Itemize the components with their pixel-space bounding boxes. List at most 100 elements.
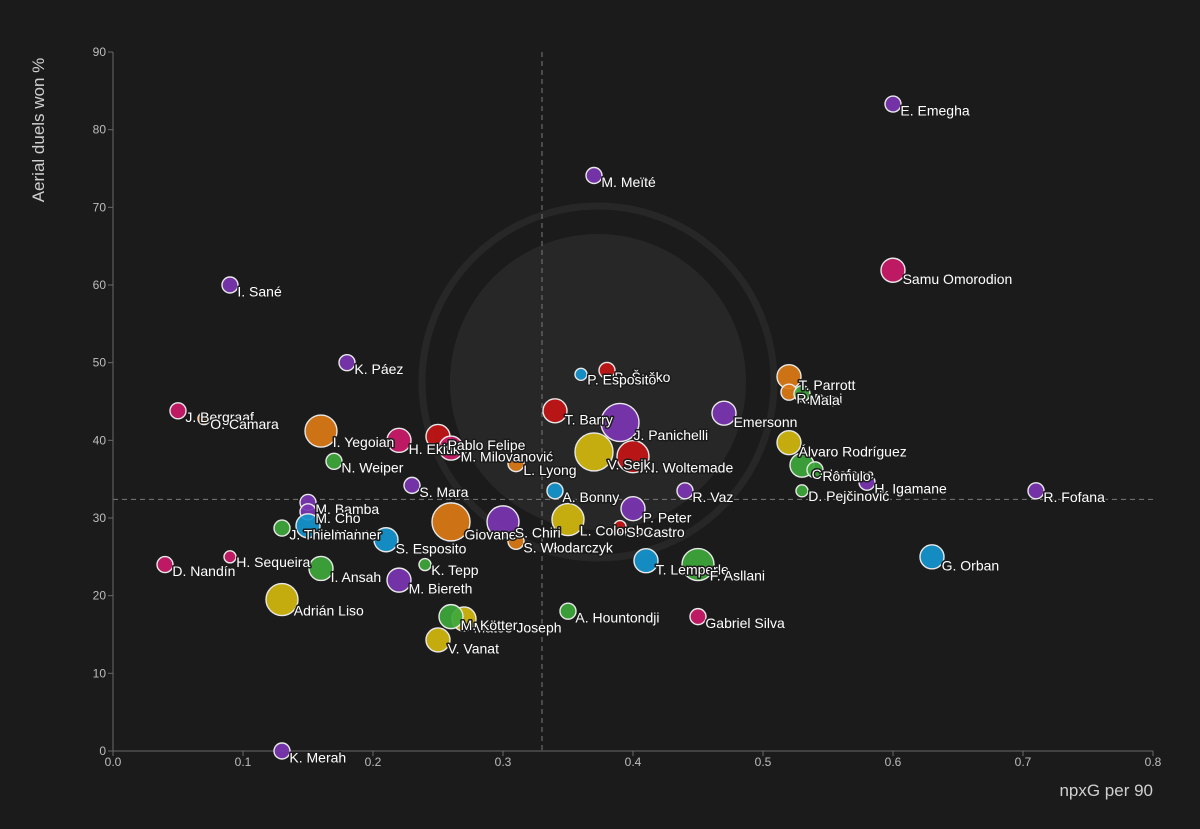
data-point[interactable] [273,519,291,537]
data-point[interactable] [197,411,211,426]
data-point-label: J. Panichelli [633,427,708,443]
y-tick-label: 50 [93,356,107,370]
data-point[interactable] [507,532,525,550]
data-point-label: M. Biereth [409,581,473,597]
x-axis-title: npxG per 90 [1059,781,1153,800]
data-point-label: M. Meïté [601,174,656,190]
data-point[interactable] [793,385,811,403]
data-point-label: V. Vanat [448,641,499,657]
data-point-label: K. Páez [354,361,403,377]
data-point-label: Emersonn [734,414,798,430]
data-point-label: H. Ekitiké [409,441,468,457]
data-point[interactable] [265,582,299,617]
data-point-label: T. Barry [565,411,613,427]
data-point[interactable] [880,257,906,283]
data-point-label: F. Asllani [710,567,765,583]
data-point[interactable] [169,402,187,420]
data-point[interactable] [574,432,614,472]
y-tick-label: 90 [93,45,107,59]
y-axis-title: Aerial duels won % [29,58,48,203]
data-point[interactable] [858,473,876,491]
data-point-label: S. Chiri [515,525,561,541]
data-point[interactable] [304,414,338,448]
data-point-label: B. Šeško [614,369,670,385]
data-point[interactable] [806,461,824,479]
data-point[interactable] [221,276,239,294]
data-point[interactable] [386,567,412,593]
data-point[interactable] [507,454,525,473]
data-point[interactable] [308,555,334,582]
data-point[interactable] [325,452,343,471]
data-point-label: S. Esposito [396,540,467,556]
data-point[interactable] [546,482,564,500]
data-point[interactable] [418,557,432,572]
x-tick-label: 0.1 [235,755,252,769]
data-point[interactable] [574,367,588,382]
data-point-label: D. Nandín [172,563,235,579]
data-point[interactable] [403,476,421,495]
data-point[interactable] [486,505,520,539]
data-point[interactable] [1027,482,1045,500]
data-point[interactable] [438,435,464,461]
data-point[interactable] [681,547,715,582]
data-point[interactable] [676,482,694,500]
data-point-label: Rômulo [822,468,870,484]
data-point[interactable] [373,527,399,553]
data-point[interactable] [223,550,237,564]
data-point-label: C. Kofane [812,466,874,482]
data-point[interactable] [689,607,707,626]
data-point[interactable] [542,398,568,424]
data-point[interactable] [776,429,802,456]
data-point-label: T. Parrott [799,377,856,393]
data-point-label: R. Vaz [692,489,733,505]
data-point[interactable] [616,439,650,474]
data-point[interactable] [156,555,174,574]
data-point[interactable] [551,502,585,537]
y-tick-label: 80 [93,123,107,137]
data-point-label: S. Włodarczyk [523,540,613,556]
data-point[interactable] [585,166,603,185]
data-point[interactable] [633,548,659,574]
data-point[interactable] [711,400,737,426]
data-point[interactable] [425,627,451,653]
data-point[interactable] [431,502,471,542]
x-tick-label: 0.7 [1015,755,1032,769]
data-point[interactable] [559,602,577,620]
data-point-label: S. Mara [419,484,468,500]
data-point[interactable] [386,427,412,454]
x-tick-label: 0.6 [885,755,902,769]
data-point[interactable] [884,95,902,113]
data-point[interactable] [338,353,356,372]
data-point-label: Mala [809,392,840,408]
data-point-label: I. Ansah [331,569,382,585]
data-point-label: A. Bonny [562,489,619,505]
y-tick-label: 30 [93,511,107,525]
data-point-label: S. Castro [626,524,685,540]
data-point[interactable] [613,519,627,534]
data-point-label: J. Bergraaf [185,409,254,425]
data-point-label: N. Woltemade [645,459,734,475]
data-point-label: Pablo Felipe [448,437,526,453]
data-point[interactable] [600,402,640,443]
data-point-label: R. Fofana [1043,489,1105,505]
x-tick-label: 0.2 [365,755,382,769]
data-point-label: M. Kötter [461,617,518,633]
data-point[interactable] [438,603,464,630]
data-point[interactable] [598,361,616,380]
data-point-label: P. Esposito [587,372,656,388]
data-point-label: E. Emegha [900,102,969,118]
data-point-label: H. Meister [318,526,382,542]
data-point-label: L. Colombo [580,522,652,538]
y-tick-label: 60 [93,278,107,292]
data-point[interactable] [295,513,321,539]
x-tick-label: 0.0 [105,755,122,769]
data-point-label: M. Cho [315,510,360,526]
x-tick-label: 0.3 [495,755,512,769]
data-point[interactable] [273,742,291,760]
data-point[interactable] [919,544,945,570]
y-tick-label: 40 [93,433,107,447]
data-point[interactable] [795,484,809,498]
data-point[interactable] [620,495,646,522]
data-point-label: G. Orban [942,557,1000,573]
data-point-label: N. Weiper [341,460,403,476]
